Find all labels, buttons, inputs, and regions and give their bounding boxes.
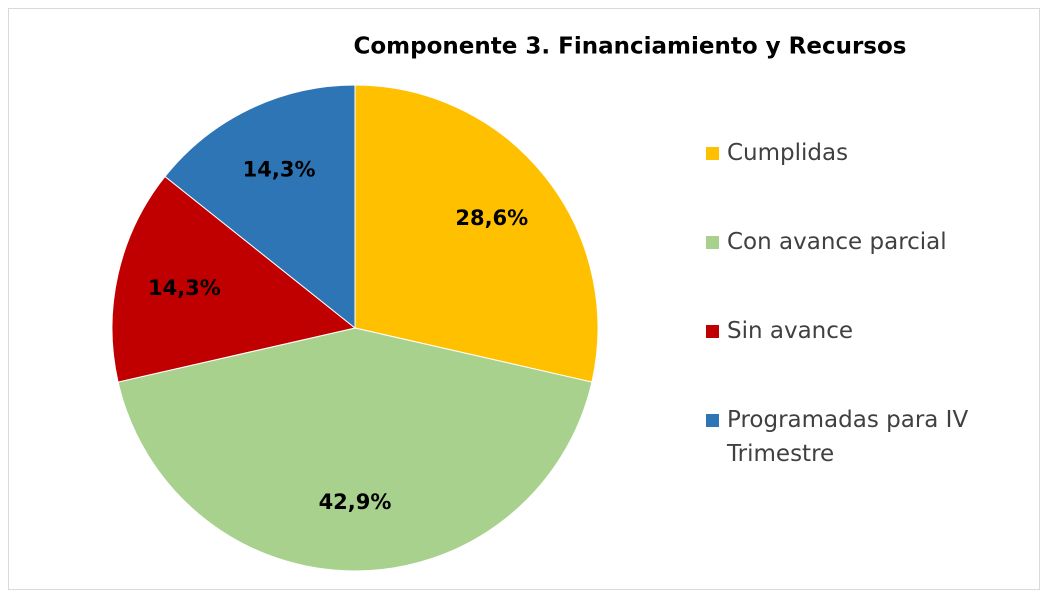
legend-item: Con avance parcial <box>706 225 1006 259</box>
legend-label: Cumplidas <box>727 140 849 166</box>
pie-slice <box>164 84 356 330</box>
data-label: 42,9% <box>319 490 392 514</box>
legend-item: Programadas para IV Trimestre <box>706 403 1006 471</box>
pie-slice <box>117 327 593 572</box>
data-label: 14,3% <box>243 157 316 181</box>
legend-label: Sin avance <box>727 318 854 344</box>
legend-swatch <box>706 325 719 338</box>
pie-slice <box>111 175 357 383</box>
legend-swatch <box>706 147 719 160</box>
data-label: 14,3% <box>148 276 221 300</box>
legend-item: Sin avance <box>706 314 1006 348</box>
chart-frame <box>8 8 1040 590</box>
pie-slice <box>354 84 599 383</box>
legend-label: Con avance parcial <box>727 229 947 255</box>
legend-swatch <box>706 236 719 249</box>
legend-label: Programadas para IV Trimestre <box>727 407 969 467</box>
chart-title: Componente 3. Financiamiento y Recursos <box>354 34 907 60</box>
legend-swatch <box>706 414 719 427</box>
legend-item: Cumplidas <box>706 136 1006 170</box>
legend: Cumplidas Con avance parcial Sin avance Pro… <box>706 136 1006 526</box>
data-label: 28,6% <box>455 206 528 230</box>
